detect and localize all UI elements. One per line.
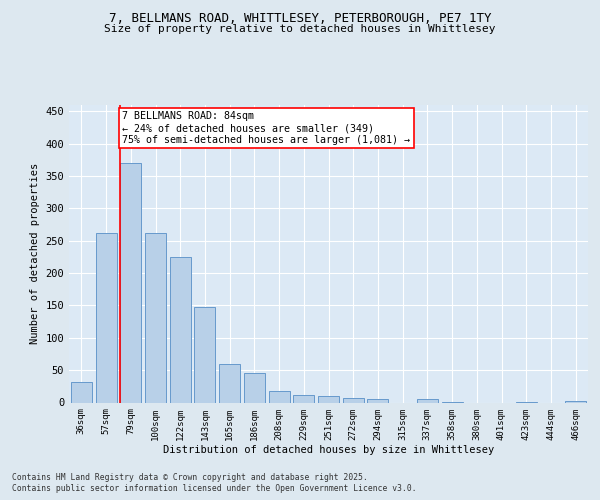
Bar [367,400,388,402]
Bar [170,257,191,402]
Bar [194,307,215,402]
Text: 7 BELLMANS ROAD: 84sqm
← 24% of detached houses are smaller (349)
75% of semi-de: 7 BELLMANS ROAD: 84sqm ← 24% of detached… [122,112,410,144]
Y-axis label: Number of detached properties: Number of detached properties [30,163,40,344]
Bar [343,398,364,402]
Bar [293,394,314,402]
Text: 7, BELLMANS ROAD, WHITTLESEY, PETERBOROUGH, PE7 1TY: 7, BELLMANS ROAD, WHITTLESEY, PETERBOROU… [109,12,491,26]
Bar [145,233,166,402]
Text: Contains HM Land Registry data © Crown copyright and database right 2025.: Contains HM Land Registry data © Crown c… [12,472,368,482]
Bar [269,391,290,402]
Bar [71,382,92,402]
Bar [417,400,438,402]
Bar [120,163,141,402]
Bar [244,374,265,402]
X-axis label: Distribution of detached houses by size in Whittlesey: Distribution of detached houses by size … [163,445,494,455]
Bar [219,364,240,403]
Text: Size of property relative to detached houses in Whittlesey: Size of property relative to detached ho… [104,24,496,34]
Text: Contains public sector information licensed under the Open Government Licence v3: Contains public sector information licen… [12,484,416,493]
Bar [95,233,116,402]
Bar [565,401,586,402]
Bar [318,396,339,402]
